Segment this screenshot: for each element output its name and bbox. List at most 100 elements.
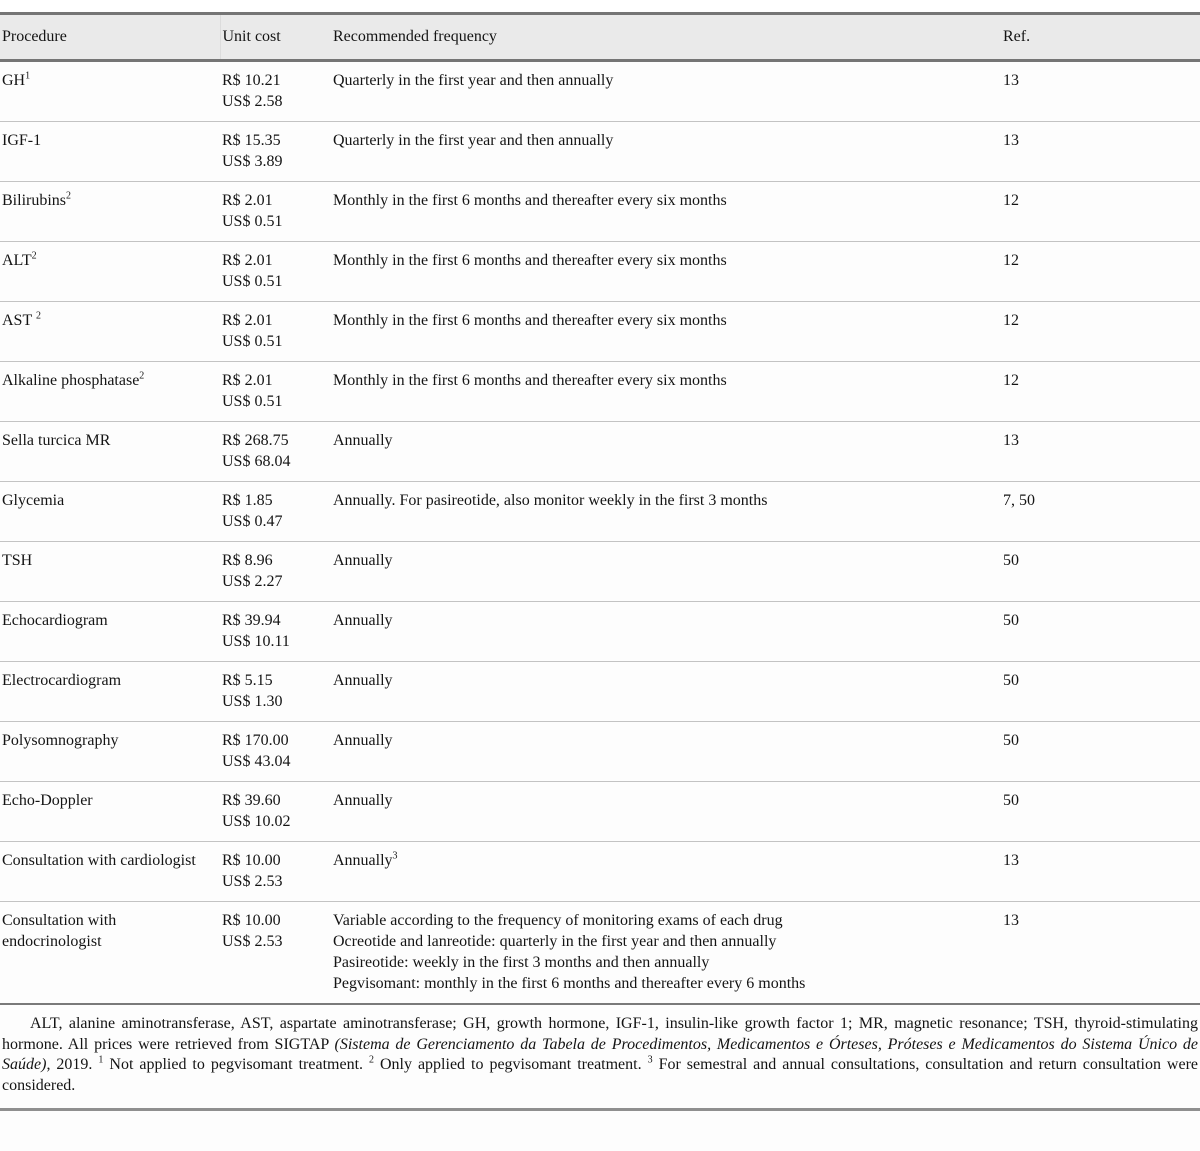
frequency-line: Annually: [333, 790, 999, 811]
ref-cell: 13: [1003, 912, 1019, 929]
procedure-cell: ALT2: [0, 241, 220, 302]
figure-bottom-rule: [0, 1108, 1200, 1111]
unit-cost-line: US$ 0.51: [222, 333, 283, 350]
ref-cell: 13: [1003, 60, 1200, 122]
cost-table: Procedure Unit cost Recommended frequenc…: [0, 15, 1200, 1003]
procedure-cell: Electrocardiogram: [0, 661, 220, 722]
frequency-cell: Quarterly in the first year and then ann…: [333, 121, 1003, 182]
table-row: IGF-1 R$ 15.35 US$ 3.89 Quarterly in the fi…: [0, 121, 1200, 182]
procedure-cell: Polysomnography: [0, 721, 220, 782]
frequency-line: Monthly in the first 6 months and therea…: [333, 190, 999, 211]
unit-cost-cell: R$ 2.01 US$ 0.51: [220, 181, 333, 242]
unit-cost-line: US$ 68.04: [222, 453, 291, 470]
unit-cost-line: R$ 8.96: [222, 552, 273, 569]
superscript-marker: 1: [98, 1054, 104, 1066]
frequency-line: Annually: [333, 670, 999, 691]
text-segment: Echocardiogram: [2, 612, 108, 629]
table-row: Echocardiogram R$ 39.94 US$ 10.11 Annually 5…: [0, 601, 1200, 662]
frequency-cell: Annually: [333, 721, 1003, 782]
unit-cost-cell: R$ 10.00 US$ 2.53: [220, 902, 333, 1004]
text-segment: Bilirubins: [2, 192, 67, 209]
ref-cell: 12: [1003, 241, 1200, 302]
text-segment: Annually. For pasireotide, also monitor …: [333, 492, 768, 509]
text-segment: Ocreotide and lanreotide: quarterly in t…: [333, 933, 777, 950]
procedure-cell: GH1: [0, 60, 220, 122]
superscript-marker: 3: [647, 1054, 653, 1066]
text-segment: ALT, alanine aminotransferase, AST, aspa…: [2, 1015, 1198, 1053]
table-row: TSH R$ 8.96 US$ 2.27 Annually 50: [0, 541, 1200, 602]
table-row: Polysomnography R$ 170.00 US$ 43.04 Annuall…: [0, 721, 1200, 782]
procedure-cell: Bilirubins2: [0, 181, 220, 242]
text-segment: Quarterly in the first year and then ann…: [333, 72, 614, 89]
ref-cell: 50: [1003, 661, 1200, 722]
text-segment: Alkaline phosphatase: [2, 372, 140, 389]
frequency-line: Pegvisomant: monthly in the first 6 mont…: [333, 973, 999, 994]
frequency-line: Ocreotide and lanreotide: quarterly in t…: [333, 931, 999, 952]
text-segment: For semestral and annual consultations, …: [2, 1056, 1199, 1094]
procedure-cell: Sella turcica MR: [0, 421, 220, 482]
unit-cost-cell: R$ 15.35 US$ 3.89: [220, 121, 333, 182]
text-segment: Annually: [333, 672, 393, 689]
table-bottom-rule: [0, 1003, 1200, 1005]
unit-cost-cell: R$ 2.01 US$ 0.51: [220, 241, 333, 302]
text-segment: Annually: [333, 792, 393, 809]
superscript-marker: 2: [139, 370, 145, 382]
table-row: Bilirubins2 R$ 2.01 US$ 0.51 Monthly in the…: [0, 181, 1200, 242]
ref-cell: 13: [1003, 841, 1200, 902]
superscript-marker: 2: [35, 310, 41, 322]
unit-cost-cell: R$ 2.01 US$ 0.51: [220, 361, 333, 422]
superscript-marker: 3: [392, 850, 398, 862]
frequency-cell: Annually: [333, 541, 1003, 602]
unit-cost-line: R$ 2.01: [222, 312, 273, 329]
unit-cost-line: R$ 10.00: [222, 912, 281, 929]
table-row: GH1 R$ 10.21 US$ 2.58 Quarterly in the firs…: [0, 60, 1200, 122]
unit-cost-line: R$ 15.35: [222, 132, 281, 149]
frequency-line: Quarterly in the first year and then ann…: [333, 130, 999, 151]
paper-table-figure: Procedure Unit cost Recommended frequenc…: [0, 12, 1200, 1151]
unit-cost-cell: R$ 10.21 US$ 2.58: [220, 60, 333, 122]
unit-cost-line: US$ 1.30: [222, 693, 283, 710]
ref-cell: 7, 50: [1003, 481, 1200, 542]
text-segment: ALT: [2, 252, 32, 269]
frequency-cell: Monthly in the first 6 months and therea…: [333, 241, 1003, 302]
text-segment: Monthly in the first 6 months and therea…: [333, 192, 727, 209]
ref-cell: 50: [1003, 601, 1200, 662]
unit-cost-cell: R$ 2.01 US$ 0.51: [220, 301, 333, 362]
text-segment: Quarterly in the first year and then ann…: [333, 132, 614, 149]
table-row: Echo-Doppler R$ 39.60 US$ 10.02 Annually 50: [0, 781, 1200, 842]
frequency-cell: Annually: [333, 601, 1003, 662]
unit-cost-line: US$ 0.51: [222, 213, 283, 230]
frequency-line: Annually: [333, 610, 999, 631]
table-body: GH1 R$ 10.21 US$ 2.58 Quarterly in the firs…: [0, 60, 1200, 1004]
text-segment: Only applied to pegvisomant treatment.: [374, 1056, 648, 1073]
unit-cost-cell: R$ 1.85 US$ 0.47: [220, 481, 333, 542]
procedure-cell: Alkaline phosphatase2: [0, 361, 220, 422]
unit-cost-line: US$ 0.47: [222, 513, 283, 530]
unit-cost-cell: R$ 8.96 US$ 2.27: [220, 541, 333, 602]
superscript-marker: 2: [31, 250, 37, 262]
unit-cost-line: R$ 39.94: [222, 612, 281, 629]
frequency-cell: Monthly in the first 6 months and therea…: [333, 361, 1003, 422]
frequency-line: Variable according to the frequency of m…: [333, 910, 999, 931]
frequency-line: Pasireotide: weekly in the first 3 month…: [333, 952, 999, 973]
unit-cost-line: US$ 3.89: [222, 153, 283, 170]
ref-cell: 50: [1003, 721, 1200, 782]
table-row: AST 2 R$ 2.01 US$ 0.51 Monthly in the first…: [0, 301, 1200, 362]
table-footnote: ALT, alanine aminotransferase, AST, aspa…: [0, 1014, 1200, 1096]
frequency-cell: Annually. For pasireotide, also monitor …: [333, 481, 1003, 542]
table-row: Alkaline phosphatase2 R$ 2.01 US$ 0.51 Mont…: [0, 361, 1200, 422]
table-row: Electrocardiogram R$ 5.15 US$ 1.30 Annually…: [0, 661, 1200, 722]
text-segment: Annually: [333, 552, 393, 569]
frequency-cell: Variable according to the frequency of m…: [333, 902, 1003, 1004]
ref-cell: 50: [1003, 541, 1200, 602]
unit-cost-line: R$ 2.01: [222, 252, 273, 269]
unit-cost-cell: R$ 268.75 US$ 68.04: [220, 421, 333, 482]
text-segment: Annually: [333, 612, 393, 629]
unit-cost-line: US$ 2.58: [222, 93, 283, 110]
unit-cost-line: R$ 170.00: [222, 732, 289, 749]
column-header-procedure: Procedure: [0, 15, 220, 62]
frequency-line: Annually: [333, 550, 999, 571]
text-segment: Annually: [333, 432, 393, 449]
superscript-marker: 2: [66, 190, 72, 202]
unit-cost-line: R$ 1.85: [222, 492, 273, 509]
